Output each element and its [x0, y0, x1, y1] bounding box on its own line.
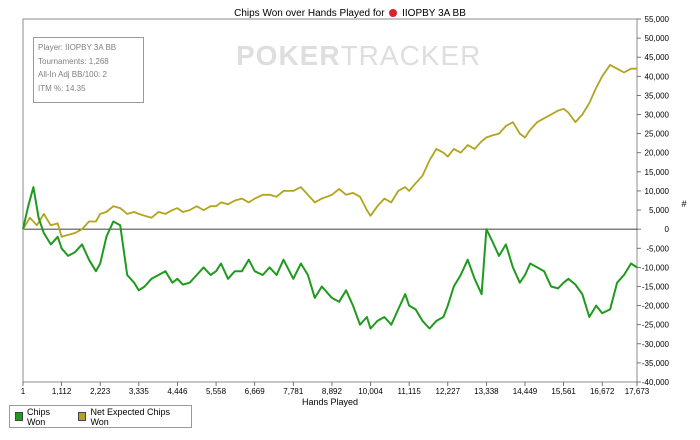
x-tick-label: 4,446: [167, 387, 188, 396]
y-tick-label: 50,000: [645, 34, 670, 43]
legend-swatch-chips-won: [15, 412, 23, 421]
y-tick-label: -5,000: [646, 244, 669, 253]
y-tick-label: 30,000: [645, 111, 670, 120]
x-tick-label: 15,561: [551, 387, 576, 396]
y-tick-label: 5,000: [649, 206, 670, 215]
y-tick-label: 40,000: [645, 72, 670, 81]
plot-area-border: [22, 18, 638, 383]
chart-title-player: IIOPBY 3A BB: [402, 8, 466, 19]
poker-chip-icon: [389, 9, 398, 17]
y-tick-label: 55,000: [645, 15, 670, 24]
player-stats-box: Player: IIOPBY 3A BB Tournaments: 1,268 …: [33, 37, 144, 103]
x-tick-label: 16,672: [590, 387, 615, 396]
x-tick-label: 12,227: [436, 387, 461, 396]
watermark-bold: POKER: [236, 40, 341, 71]
stat-allin-adj: All-In Adj BB/100: 2: [38, 70, 107, 79]
x-tick-label: 11,115: [398, 387, 422, 396]
watermark-thin: TRACKER: [340, 40, 482, 71]
x-axis-ticks: 1 1,112 2,223 3,335 4,446 5,558 6,669 7,781 8,89…: [21, 382, 650, 396]
x-tick-label: 13,338: [474, 387, 499, 396]
y-tick-label: 45,000: [645, 53, 670, 62]
series-line-chips-won: [22, 186, 638, 330]
legend: Chips Won Net Expected Chips Won: [9, 405, 192, 428]
x-tick-label: 7,781: [283, 387, 304, 396]
x-tick-label: 17,673: [625, 387, 650, 396]
x-tick-label: 1,112: [52, 387, 72, 396]
x-axis-label: Hands Played: [302, 397, 358, 407]
legend-item-net-expected[interactable]: Net Expected Chips Won: [78, 407, 177, 427]
y-tick-label: 20,000: [645, 149, 670, 158]
y-tick-label: -20,000: [642, 302, 670, 311]
stat-player: Player: IIOPBY 3A BB: [38, 43, 117, 52]
legend-label-net-expected: Net Expected Chips Won: [90, 406, 170, 427]
legend-swatch-net-expected: [78, 412, 87, 421]
y-tick-label: 0: [665, 225, 670, 234]
x-tick-label: 8,892: [322, 387, 343, 396]
legend-item-chips-won[interactable]: Chips Won: [15, 407, 64, 427]
y-tick-label: -30,000: [642, 340, 670, 349]
series-group: [22, 64, 638, 330]
y-tick-label: 10,000: [645, 187, 670, 196]
x-tick-label: 10,004: [358, 387, 383, 396]
y-tick-label: 15,000: [645, 168, 670, 177]
chart-title-text: Chips Won over Hands Played for: [234, 8, 385, 19]
x-tick-label: 3,335: [129, 387, 150, 396]
series-line-net-expected: [22, 64, 637, 238]
x-tick-label: 14,449: [513, 387, 538, 396]
x-tick-label: 2,223: [90, 387, 111, 396]
y-axis-ticks: 55,000 50,000 45,000 40,000 35,000 30,000 25,0…: [637, 15, 670, 387]
y-tick-label: -35,000: [642, 359, 670, 368]
chart-title: Chips Won over Hands Played for IIOPBY 3…: [0, 8, 700, 19]
y-axis-label: #: [681, 199, 686, 209]
x-tick-label: 6,669: [245, 387, 266, 396]
x-tick-label: 1: [21, 387, 26, 396]
y-tick-label: -40,000: [642, 378, 670, 387]
y-tick-label: -15,000: [642, 282, 670, 291]
stat-itm: ITM %: 14.35: [38, 83, 86, 93]
stat-tournaments: Tournaments: 1,268: [38, 56, 109, 66]
y-tick-label: 25,000: [645, 130, 670, 139]
legend-label-chips-won: Chips Won: [26, 406, 50, 427]
y-tick-label: -25,000: [642, 321, 670, 330]
pokertracker-watermark: POKERTRACKER: [236, 40, 481, 72]
y-tick-label: 35,000: [645, 91, 670, 100]
x-tick-label: 5,558: [206, 387, 227, 396]
y-tick-label: -10,000: [642, 263, 670, 272]
